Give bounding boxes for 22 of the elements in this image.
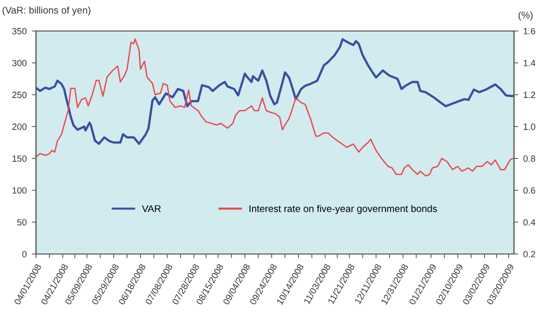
y2-axis-title: (%) (518, 11, 533, 21)
line-series (36, 38, 514, 145)
y2-tick-label: 1.6 (524, 28, 536, 34)
y-tick-label: 250 (12, 92, 27, 98)
y-tick-label: 300 (12, 60, 27, 66)
y2-tick-label: 0.8 (523, 155, 536, 162)
y-tick-label: 350 (12, 28, 27, 34)
legend-label: Interest rate on five-year government bonds (250, 204, 437, 214)
y-tick-label: 100 (12, 187, 27, 194)
y-tick-label: 50 (17, 219, 27, 226)
y2-tick-label: 0.6 (523, 187, 536, 194)
y2-tick-label: 0.4 (523, 219, 536, 226)
y-tick-label: 0 (22, 250, 27, 258)
y2-tick-label: 1.0 (524, 124, 536, 130)
y-tick-label: 150 (12, 155, 27, 162)
y-tick-label: 200 (12, 124, 27, 130)
y2-tick-label: 1.2 (524, 92, 536, 98)
line-series (36, 38, 514, 177)
y-axis-title: (VaR: billions of yen) (2, 6, 90, 16)
y2-tick-label: 0.2 (523, 250, 536, 258)
legend-label: VAR (142, 205, 161, 212)
y2-tick-label: 1.4 (524, 60, 536, 66)
